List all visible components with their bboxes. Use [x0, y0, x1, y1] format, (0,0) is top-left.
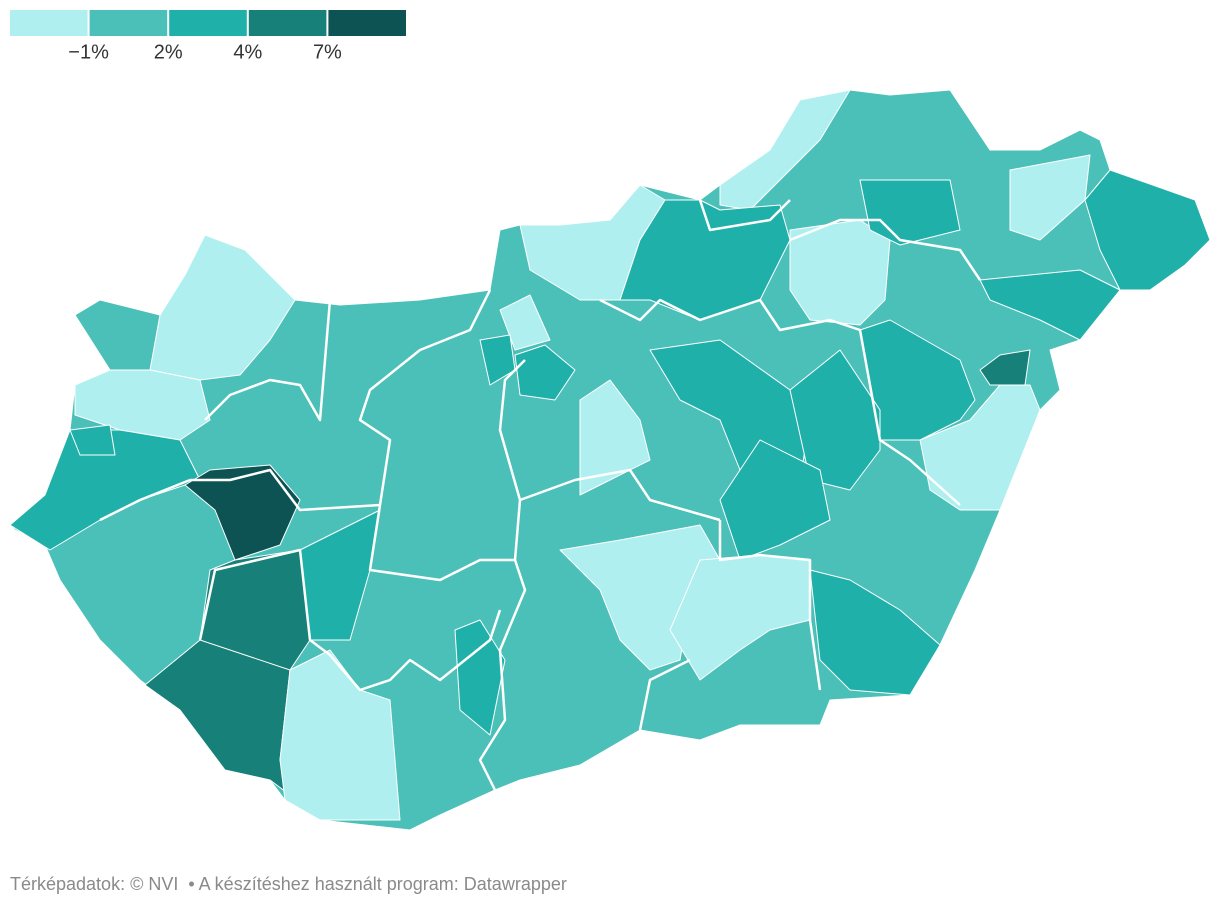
legend-swatch [89, 10, 168, 36]
county-border [478, 559, 527, 791]
county-border [198, 548, 502, 692]
region [579, 379, 651, 496]
legend-label: 7% [313, 41, 342, 63]
region [1009, 154, 1091, 241]
legend-swatch [328, 10, 406, 36]
county-borders [99, 199, 982, 791]
legend-label: −1% [68, 41, 109, 63]
legend-swatch [169, 10, 247, 36]
county-border [190, 289, 492, 512]
legend-label: 4% [233, 41, 262, 63]
region [454, 619, 506, 736]
region [809, 569, 941, 696]
legend-swatch [248, 10, 327, 36]
region [719, 89, 851, 211]
region [1084, 169, 1211, 291]
county-border [718, 520, 822, 691]
region [789, 219, 891, 326]
county-border [698, 199, 791, 232]
region [859, 319, 976, 441]
region [74, 369, 211, 441]
county-border [789, 218, 982, 281]
region [979, 349, 1031, 386]
legend-label: 2% [154, 41, 183, 63]
county-border [519, 468, 721, 522]
legend: −1% 2% 4% 7% [10, 10, 406, 63]
county-border [204, 299, 332, 422]
county-border [99, 478, 191, 522]
county-border [638, 658, 691, 731]
region [279, 649, 401, 821]
county-border [599, 298, 961, 506]
regions [9, 89, 1211, 831]
region [184, 464, 301, 561]
source: Térképadatok: © NVI [10, 874, 179, 894]
legend-swatch [10, 10, 88, 36]
region [919, 384, 1041, 511]
credit: • A készítéshez használt program: Datawr… [188, 874, 567, 894]
region [9, 429, 201, 551]
footer: Térképadatok: © NVI • A készítéshez hasz… [10, 874, 567, 895]
map: −1% 2% 4% 7% [9, 10, 1211, 831]
region [69, 424, 116, 456]
region [859, 179, 961, 246]
region [514, 344, 576, 401]
region [149, 234, 296, 381]
region [979, 269, 1121, 341]
